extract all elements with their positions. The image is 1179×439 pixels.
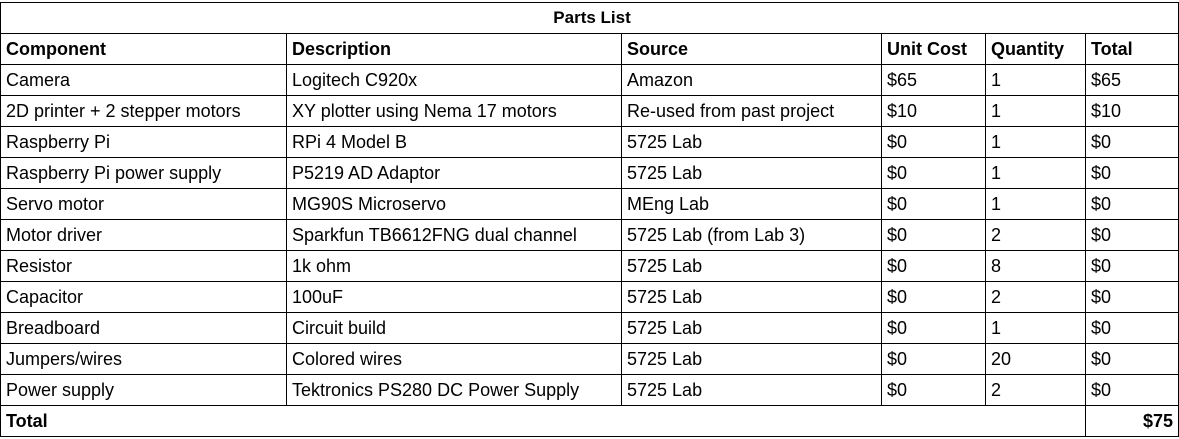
cell-source: MEng Lab: [621, 188, 882, 220]
cell-quantity: 1: [985, 188, 1086, 220]
cell-unit-cost: $10: [881, 95, 986, 127]
cell-component: Power supply: [0, 374, 287, 406]
table-title: Parts List: [0, 2, 1179, 34]
cell-total: $0: [1084, 343, 1179, 375]
cell-quantity: 1: [985, 312, 1086, 344]
cell-quantity: 1: [985, 157, 1086, 189]
cell-unit-cost: $0: [881, 281, 986, 313]
cell-description: Colored wires: [286, 343, 622, 375]
cell-total: $65: [1084, 64, 1179, 96]
cell-unit-cost: $65: [881, 64, 986, 96]
cell-description: Sparkfun TB6612FNG dual channel: [286, 219, 622, 251]
table-row: Raspberry Pi power supply P5219 AD Adapto…: [0, 157, 1179, 189]
cell-quantity: 2: [985, 374, 1086, 406]
total-value: $75: [1084, 405, 1179, 437]
cell-quantity: 1: [985, 95, 1086, 127]
table-row: 2D printer + 2 stepper motors XY plotter …: [0, 95, 1179, 127]
cell-unit-cost: $0: [881, 343, 986, 375]
cell-total: $0: [1084, 374, 1179, 406]
cell-component: Motor driver: [0, 219, 287, 251]
cell-description: Logitech C920x: [286, 64, 622, 96]
cell-component: Breadboard: [0, 312, 287, 344]
table-row: Breadboard Circuit build 5725 Lab $0 1 $0: [0, 312, 1179, 344]
table-header-row: Component Description Source Unit Cost Q…: [0, 33, 1179, 65]
cell-total: $0: [1084, 281, 1179, 313]
total-label: Total: [0, 405, 1086, 437]
cell-source: 5725 Lab: [621, 374, 882, 406]
cell-description: 1k ohm: [286, 250, 622, 282]
cell-source: 5725 Lab: [621, 126, 882, 158]
cell-source: Re-used from past project: [621, 95, 882, 127]
cell-description: 100uF: [286, 281, 622, 313]
cell-unit-cost: $0: [881, 188, 986, 220]
cell-description: Tektronics PS280 DC Power Supply: [286, 374, 622, 406]
table-row: Raspberry Pi RPi 4 Model B 5725 Lab $0 1 $0: [0, 126, 1179, 158]
cell-quantity: 1: [985, 126, 1086, 158]
cell-unit-cost: $0: [881, 219, 986, 251]
cell-component: Jumpers/wires: [0, 343, 287, 375]
cell-quantity: 1: [985, 64, 1086, 96]
cell-component: 2D printer + 2 stepper motors: [0, 95, 287, 127]
cell-component: Servo motor: [0, 188, 287, 220]
table-row: Jumpers/wires Colored wires 5725 Lab $0 20 $0: [0, 343, 1179, 375]
cell-total: $0: [1084, 188, 1179, 220]
cell-total: $0: [1084, 219, 1179, 251]
cell-quantity: 8: [985, 250, 1086, 282]
cell-source: 5725 Lab: [621, 157, 882, 189]
cell-source: 5725 Lab: [621, 312, 882, 344]
cell-component: Resistor: [0, 250, 287, 282]
cell-total: $0: [1084, 126, 1179, 158]
header-component: Component: [0, 33, 287, 65]
cell-unit-cost: $0: [881, 250, 986, 282]
header-total: Total: [1084, 33, 1179, 65]
cell-description: Circuit build: [286, 312, 622, 344]
cell-unit-cost: $0: [881, 312, 986, 344]
table-title-row: Parts List: [0, 2, 1179, 34]
table-row: Servo motor MG90S Microservo MEng Lab $0 1 $0: [0, 188, 1179, 220]
cell-source: Amazon: [621, 64, 882, 96]
cell-total: $0: [1084, 312, 1179, 344]
cell-description: MG90S Microservo: [286, 188, 622, 220]
cell-quantity: 20: [985, 343, 1086, 375]
cell-unit-cost: $0: [881, 374, 986, 406]
cell-source: 5725 Lab: [621, 250, 882, 282]
cell-total: $0: [1084, 157, 1179, 189]
cell-quantity: 2: [985, 219, 1086, 251]
cell-component: Camera: [0, 64, 287, 96]
header-description: Description: [286, 33, 622, 65]
header-quantity: Quantity: [985, 33, 1086, 65]
cell-description: P5219 AD Adaptor: [286, 157, 622, 189]
table-row: Capacitor 100uF 5725 Lab $0 2 $0: [0, 281, 1179, 313]
cell-description: XY plotter using Nema 17 motors: [286, 95, 622, 127]
cell-component: Raspberry Pi: [0, 126, 287, 158]
cell-unit-cost: $0: [881, 157, 986, 189]
total-row: Total $75: [0, 405, 1179, 437]
cell-quantity: 2: [985, 281, 1086, 313]
cell-unit-cost: $0: [881, 126, 986, 158]
table-row: Resistor 1k ohm 5725 Lab $0 8 $0: [0, 250, 1179, 282]
cell-component: Raspberry Pi power supply: [0, 157, 287, 189]
cell-component: Capacitor: [0, 281, 287, 313]
table-row: Camera Logitech C920x Amazon $65 1 $65: [0, 64, 1179, 96]
table-row: Power supply Tektronics PS280 DC Power Su…: [0, 374, 1179, 406]
cell-description: RPi 4 Model B: [286, 126, 622, 158]
cell-total: $0: [1084, 250, 1179, 282]
header-unit-cost: Unit Cost: [881, 33, 986, 65]
table-row: Motor driver Sparkfun TB6612FNG dual chan…: [0, 219, 1179, 251]
cell-total: $10: [1084, 95, 1179, 127]
cell-source: 5725 Lab (from Lab 3): [621, 219, 882, 251]
header-source: Source: [621, 33, 882, 65]
cell-source: 5725 Lab: [621, 343, 882, 375]
cell-source: 5725 Lab: [621, 281, 882, 313]
